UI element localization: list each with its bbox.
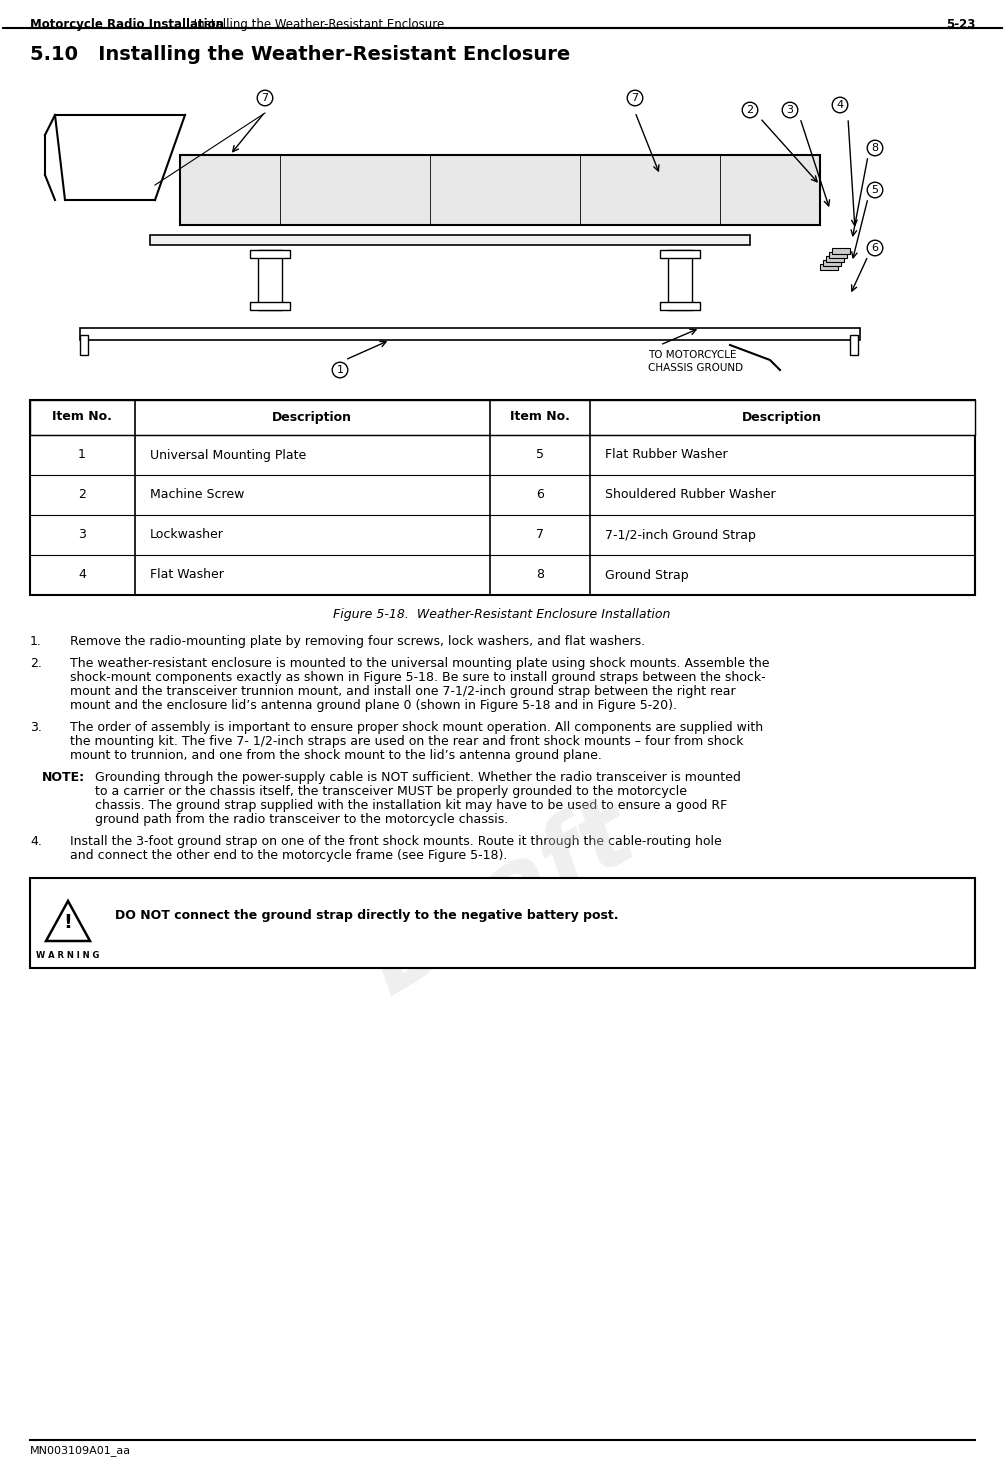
Text: MN003109A01_aa: MN003109A01_aa [30, 1446, 131, 1456]
Text: Install the 3-foot ground strap on one of the front shock mounts. Route it throu: Install the 3-foot ground strap on one o… [70, 835, 722, 848]
Text: Description: Description [272, 411, 352, 424]
Text: and connect the other end to the motorcycle frame (see Figure 5-18).: and connect the other end to the motorcy… [70, 849, 508, 863]
Bar [829, 252, 847, 258]
Text: Figure 5-18.  Weather-Resistant Enclosure Installation: Figure 5-18. Weather-Resistant Enclosure… [334, 608, 670, 621]
Text: 4: 4 [78, 568, 86, 581]
Bar [258, 250, 282, 311]
Text: 5: 5 [871, 185, 878, 194]
Text: 3: 3 [787, 105, 794, 115]
Text: the mounting kit. The five 7- 1/2-inch straps are used on the rear and front sho: the mounting kit. The five 7- 1/2-inch s… [70, 735, 744, 748]
Text: to a carrier or the chassis itself, the transceiver MUST be properly grounded to: to a carrier or the chassis itself, the … [95, 785, 687, 798]
Bar [826, 256, 844, 262]
Bar [832, 247, 850, 255]
Text: TO MOTORCYCLE
CHASSIS GROUND: TO MOTORCYCLE CHASSIS GROUND [648, 350, 743, 374]
Bar [80, 336, 88, 355]
Text: Description: Description [742, 411, 822, 424]
Text: The order of assembly is important to ensure proper shock mount operation. All c: The order of assembly is important to en… [70, 721, 763, 735]
Bar [660, 302, 700, 311]
Text: mount and the transceiver trunnion mount, and install one 7-1/2-inch ground stra: mount and the transceiver trunnion mount… [70, 684, 736, 698]
Bar [668, 250, 692, 311]
Text: Machine Screw: Machine Screw [150, 489, 244, 502]
Text: 3.: 3. [30, 721, 42, 735]
Text: 1: 1 [337, 365, 344, 375]
Text: shock-mount components exactly as shown in Figure 5-18. Be sure to install groun: shock-mount components exactly as shown … [70, 671, 766, 684]
Bar [250, 302, 290, 311]
Bar [823, 261, 841, 266]
Bar [80, 328, 860, 340]
Text: mount to trunnion, and one from the shock mount to the lid’s antenna ground plan: mount to trunnion, and one from the shoc… [70, 749, 602, 762]
Text: Grounding through the power-supply cable is NOT sufficient. Whether the radio tr: Grounding through the power-supply cable… [95, 771, 741, 785]
Text: 7: 7 [261, 93, 268, 103]
Text: Installing the Weather-Resistant Enclosure: Installing the Weather-Resistant Enclosu… [190, 18, 444, 31]
Bar [30, 877, 975, 969]
Text: 1.: 1. [30, 634, 42, 648]
Text: 2: 2 [747, 105, 754, 115]
Bar [820, 263, 838, 269]
Text: 2: 2 [78, 489, 86, 502]
Polygon shape [46, 901, 90, 941]
Text: Universal Mounting Plate: Universal Mounting Plate [150, 449, 307, 462]
Text: Shouldered Rubber Washer: Shouldered Rubber Washer [605, 489, 776, 502]
Bar [660, 250, 700, 258]
Text: Lockwasher: Lockwasher [150, 528, 224, 542]
Text: The weather-resistant enclosure is mounted to the universal mounting plate using: The weather-resistant enclosure is mount… [70, 657, 770, 670]
Text: 1: 1 [78, 449, 86, 462]
Text: Ground Strap: Ground Strap [605, 568, 688, 581]
Bar [250, 250, 290, 258]
Text: NOTE:: NOTE: [42, 771, 85, 785]
Text: 8: 8 [536, 568, 544, 581]
Text: Item No.: Item No. [511, 411, 570, 424]
Bar [850, 336, 858, 355]
Text: Draft: Draft [352, 785, 652, 1014]
Text: Remove the radio-mounting plate by removing four screws, lock washers, and flat : Remove the radio-mounting plate by remov… [70, 634, 645, 648]
Text: chassis. The ground strap supplied with the installation kit may have to be used: chassis. The ground strap supplied with … [95, 799, 728, 813]
Text: !: ! [63, 914, 72, 932]
Bar [30, 400, 975, 436]
Text: 4.: 4. [30, 835, 42, 848]
Bar [30, 400, 975, 595]
Text: 3: 3 [78, 528, 86, 542]
Text: ground path from the radio transceiver to the motorcycle chassis.: ground path from the radio transceiver t… [95, 813, 509, 826]
Text: 2.: 2. [30, 657, 42, 670]
Text: 7: 7 [536, 528, 544, 542]
Text: 6: 6 [536, 489, 544, 502]
Text: 5.10   Installing the Weather-Resistant Enclosure: 5.10 Installing the Weather-Resistant En… [30, 46, 570, 63]
Text: 4: 4 [836, 100, 843, 110]
Text: W A R N I N G: W A R N I N G [36, 951, 99, 960]
Text: 7: 7 [631, 93, 638, 103]
Text: Flat Rubber Washer: Flat Rubber Washer [605, 449, 728, 462]
Text: Flat Washer: Flat Washer [150, 568, 224, 581]
Text: 7-1/2-inch Ground Strap: 7-1/2-inch Ground Strap [605, 528, 756, 542]
Text: 5-23: 5-23 [946, 18, 975, 31]
Text: 8: 8 [871, 143, 878, 153]
Text: Motorcycle Radio Installation: Motorcycle Radio Installation [30, 18, 224, 31]
Bar [180, 155, 820, 225]
Text: mount and the enclosure lid’s antenna ground plane 0 (shown in Figure 5-18 and i: mount and the enclosure lid’s antenna gr… [70, 699, 677, 712]
Text: 6: 6 [871, 243, 878, 253]
Text: 5: 5 [536, 449, 544, 462]
Text: Item No.: Item No. [52, 411, 112, 424]
Bar [150, 236, 750, 244]
Text: DO NOT connect the ground strap directly to the negative battery post.: DO NOT connect the ground strap directly… [115, 908, 618, 921]
